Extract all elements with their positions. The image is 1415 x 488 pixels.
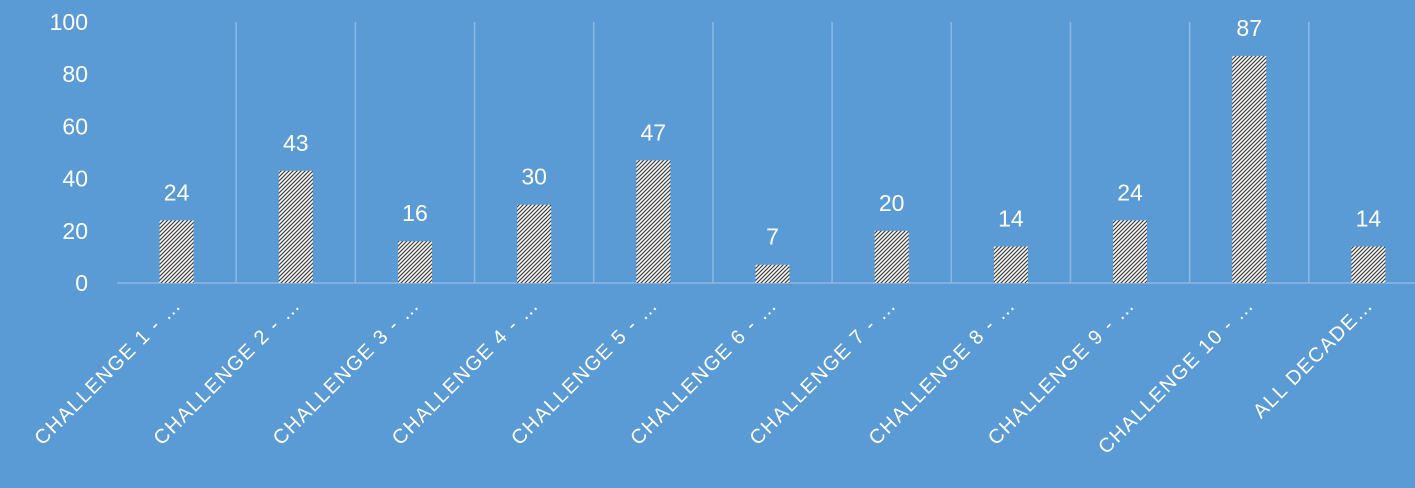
data-label: 43 <box>283 130 309 156</box>
category-label: ALL DECADE… <box>1249 294 1378 423</box>
bar <box>397 241 432 283</box>
y-tick-label: 20 <box>62 218 88 244</box>
y-tick-label: 80 <box>62 61 88 87</box>
data-label: 16 <box>402 200 428 226</box>
data-label: 14 <box>998 205 1024 231</box>
data-label: 7 <box>766 224 779 250</box>
data-label: 24 <box>164 179 190 205</box>
data-labels: 24 43 16 30 47 7 20 14 24 87 14 <box>164 15 1382 250</box>
bar <box>874 230 909 283</box>
bar <box>636 160 671 283</box>
y-tick-label: 40 <box>62 166 88 192</box>
bar <box>1351 246 1386 283</box>
data-label: 87 <box>1236 15 1262 41</box>
data-label: 14 <box>1356 205 1382 231</box>
grid-lines <box>235 22 1310 283</box>
bar <box>278 170 313 283</box>
data-label: 20 <box>879 190 905 216</box>
bar <box>993 246 1028 283</box>
bar <box>517 204 552 283</box>
y-tick-label: 60 <box>62 113 88 139</box>
data-label: 47 <box>641 119 667 145</box>
data-label: 24 <box>1117 179 1143 205</box>
bar <box>755 264 790 283</box>
y-tick-label: 0 <box>75 270 88 296</box>
data-label: 30 <box>521 164 547 190</box>
bars <box>159 55 1386 284</box>
bar <box>159 220 194 283</box>
bar <box>1232 55 1267 284</box>
bar <box>1113 220 1148 283</box>
y-tick-label: 100 <box>50 9 88 35</box>
